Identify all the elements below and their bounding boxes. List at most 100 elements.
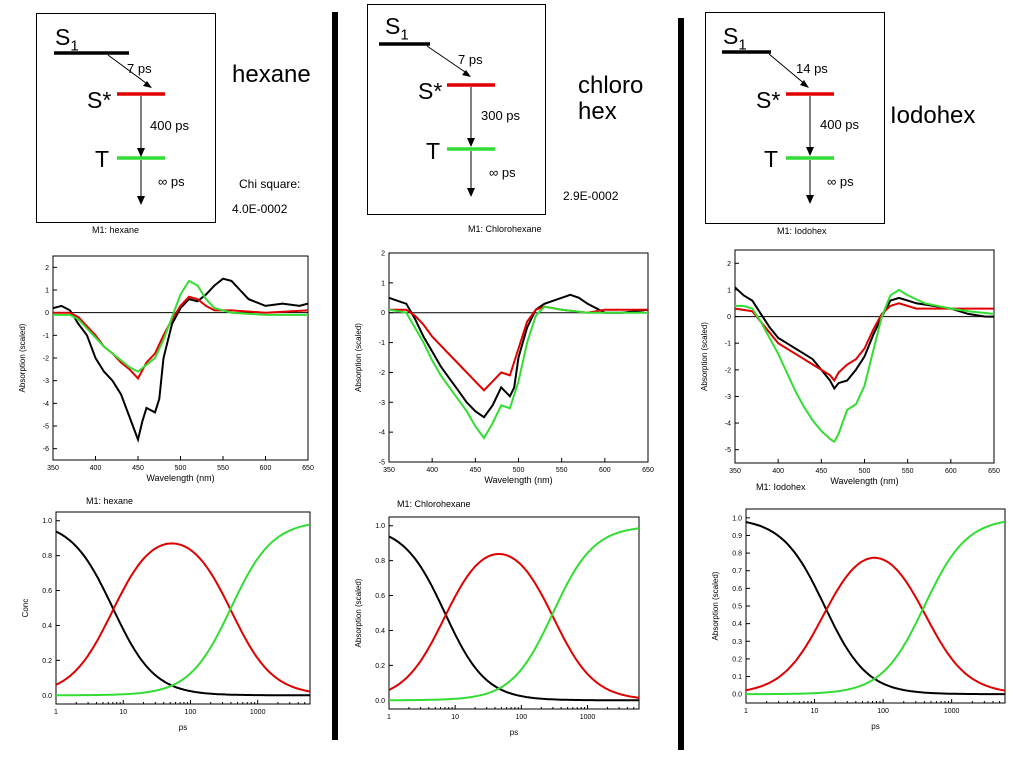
y-tick-label: -5 — [43, 424, 49, 431]
x-tick-label: 400 — [90, 465, 102, 472]
series-group — [389, 527, 639, 702]
x-tick-label: 1000 — [580, 714, 596, 721]
y-tick-label: 0.2 — [375, 663, 385, 670]
y-tick-label: 0.0 — [375, 698, 385, 705]
y-tick-label: 0.3 — [732, 639, 742, 646]
y-tick-label: -2 — [43, 356, 49, 363]
y-tick-label: 2 — [381, 251, 385, 258]
y-tick-label: 0.4 — [42, 623, 52, 630]
y-tick-label: -5 — [725, 447, 731, 454]
x-tick-label: 100 — [877, 708, 889, 715]
rate2-label: 300 ps — [481, 108, 521, 123]
arrow-head — [467, 138, 475, 147]
x-axis-label: Wavelength (nm) — [484, 475, 552, 485]
x-tick-label: 600 — [945, 468, 957, 475]
x-tick-label: 350 — [47, 465, 59, 472]
arrow-head — [137, 196, 145, 205]
y-tick-label: 0.8 — [42, 553, 52, 560]
y-tick-label: 2 — [727, 261, 731, 268]
scheme-iodohex — [722, 50, 834, 204]
x-tick-label: 450 — [469, 467, 481, 474]
arrow-head — [462, 70, 471, 77]
series-line-trace-1 — [53, 295, 308, 381]
y-tick-label: 0.2 — [42, 658, 52, 665]
sstar-label: S* — [87, 87, 112, 113]
arrow-head — [467, 188, 475, 197]
x-tick-label: 550 — [902, 468, 914, 475]
arrow-s1-sstar — [768, 53, 807, 86]
arrow-head — [800, 80, 809, 88]
y-tick-label: 0 — [45, 310, 49, 317]
y-tick-label: 0.1 — [732, 674, 742, 681]
y-tick-label: 0.4 — [375, 628, 385, 635]
arrow-head — [137, 148, 145, 157]
rate1-label: 7 ps — [127, 61, 152, 76]
x-axis-label: ps — [871, 722, 879, 731]
y-tick-label: 0.6 — [375, 593, 385, 600]
x-tick-label: 100 — [185, 709, 197, 716]
y-tick-label: -3 — [43, 378, 49, 385]
x-tick-label: 1 — [387, 714, 391, 721]
x-tick-label: 550 — [556, 467, 568, 474]
y-tick-label: 0.5 — [732, 604, 742, 611]
rate3-label: ∞ ps — [158, 174, 185, 189]
arrow-head — [143, 81, 152, 88]
y-tick-label: 0.8 — [375, 558, 385, 565]
scheme-box-hexane — [36, 13, 216, 223]
scheme-caption: M1: hexane — [92, 225, 140, 235]
series-line-S* — [746, 556, 1005, 692]
series-line-S* — [389, 553, 639, 699]
y-tick-label: 1.0 — [42, 518, 52, 525]
x-tick-label: 1000 — [250, 709, 266, 716]
x-tick-label: 1 — [744, 708, 748, 715]
series-line-trace-0 — [53, 277, 308, 444]
y-tick-label: -4 — [725, 421, 731, 428]
series-line-trace-1 — [735, 302, 994, 383]
series-group — [735, 286, 994, 444]
y-tick-label: -2 — [379, 370, 385, 377]
x-tick-label: 10 — [119, 709, 127, 716]
rate1-label: 7 ps — [458, 52, 483, 67]
x-tick-label: 10 — [451, 714, 459, 721]
y-axis-label: Absorption (scaled) — [354, 578, 363, 647]
x-tick-label: 350 — [729, 468, 741, 475]
y-tick-label: 1 — [45, 288, 49, 295]
y-tick-label: 0.7 — [732, 568, 742, 575]
y-tick-label: 0.0 — [732, 692, 742, 699]
x-tick-label: 350 — [383, 467, 395, 474]
y-tick-label: 0.0 — [42, 693, 52, 700]
plot-frame — [55, 511, 311, 705]
chi-square-label: Chi square: — [239, 177, 301, 191]
y-axis-label: Absorption (scaled) — [711, 571, 720, 640]
x-tick-label: 1000 — [944, 708, 960, 715]
series-line-trace-0 — [735, 286, 994, 391]
series-line-T — [746, 520, 1005, 696]
scheme-hexane — [54, 51, 165, 205]
x-tick-label: 400 — [426, 467, 438, 474]
x-tick-label: 650 — [302, 465, 314, 472]
solvent-label: Iodohex — [890, 102, 976, 129]
y-tick-label: 0 — [727, 314, 731, 321]
series-line-trace-2 — [53, 279, 308, 373]
y-axis-label: Absorption (scaled) — [700, 322, 709, 391]
x-tick-label: 650 — [988, 468, 1000, 475]
separator-right — [678, 18, 684, 750]
series-line-T — [56, 523, 310, 697]
y-tick-label: 1.0 — [732, 515, 742, 522]
s1-label: S1 — [723, 23, 747, 54]
plot-frame — [388, 516, 640, 710]
y-axis-label: Conc — [21, 599, 30, 618]
y-tick-label: -3 — [725, 394, 731, 401]
series-line-S1 — [746, 521, 1005, 696]
x-tick-label: 650 — [642, 467, 654, 474]
sstar-label: S* — [756, 87, 781, 113]
x-tick-label: 450 — [815, 468, 827, 475]
s1-label: S1 — [385, 13, 409, 44]
y-tick-label: 2 — [45, 265, 49, 272]
series-line-trace-2 — [389, 305, 648, 440]
